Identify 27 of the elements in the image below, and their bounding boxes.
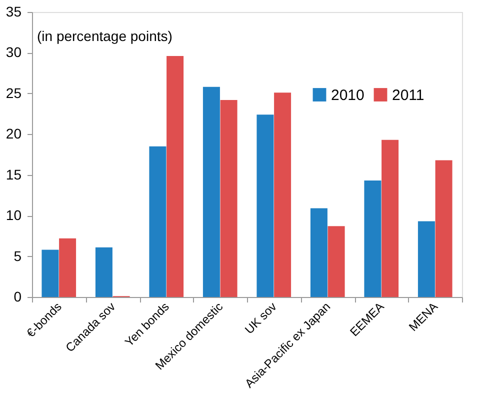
legend-label: 2010 (331, 86, 364, 104)
bar (310, 208, 328, 297)
bar (418, 221, 435, 297)
bar (95, 247, 112, 297)
y-tick-label: 25 (6, 84, 22, 101)
bar (202, 86, 220, 297)
y-tick-label: 35 (6, 4, 22, 20)
bar (42, 250, 59, 297)
bar (435, 160, 452, 297)
bar (220, 100, 238, 297)
legend-label: 2011 (392, 86, 424, 104)
bar (364, 180, 382, 297)
bar (166, 56, 184, 297)
bar (256, 114, 274, 297)
x-tick-label: UK sov (242, 300, 280, 337)
y-tick-label: 20 (6, 126, 22, 142)
bar (274, 92, 292, 297)
bar (149, 146, 166, 297)
bar (328, 226, 345, 297)
y-tick-label: 15 (6, 166, 22, 182)
y-tick-label: 5 (14, 248, 22, 264)
y-tick-label: 0 (14, 288, 22, 304)
y-tick-label: 30 (6, 44, 22, 60)
y-tick-label: 10 (6, 207, 22, 224)
bar (59, 238, 76, 297)
annotation: (in percentage points) (37, 28, 172, 44)
bar (382, 140, 399, 297)
